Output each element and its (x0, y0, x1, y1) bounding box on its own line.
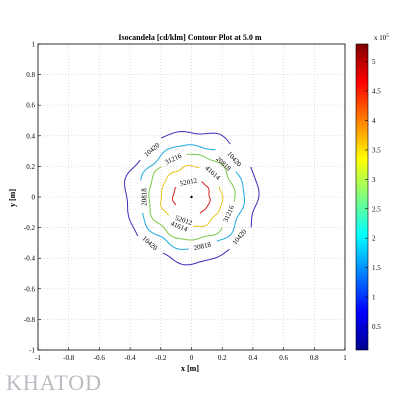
contour-lines (123, 130, 260, 266)
y-tick-label: 0.2 (26, 163, 35, 171)
y-tick-label: -0.2 (24, 224, 36, 232)
x-tick-label: -0.4 (125, 354, 137, 362)
contour-line-52012 (171, 181, 211, 214)
khatod-logo: KHATOD (6, 370, 103, 395)
x-tick-label: 0.4 (249, 354, 258, 362)
contour-label: 20818 (140, 188, 148, 206)
colorbar-tick-label: 3 (372, 176, 376, 184)
colorbar-tick-label: 2 (372, 235, 376, 243)
y-tick-label: 0.4 (26, 132, 35, 140)
x-ticks: -1 -0.8 -0.6 -0.4 -0.2 0 0.2 0.4 0.6 0.8 1 (35, 347, 347, 362)
y-tick-label: -0.4 (24, 255, 36, 263)
colorbar-tick-label: 4.5 (372, 88, 381, 96)
contour-label: 10420 (143, 141, 162, 159)
contour-label: 10420 (141, 234, 160, 252)
colorbar-tick-label: 3.5 (372, 146, 381, 154)
colorbar-tick-label: 1 (372, 294, 376, 302)
contour-line-20818 (140, 144, 246, 250)
x-axis-label: x [m] (181, 364, 199, 373)
colorbar-tick-label: 1.5 (372, 264, 381, 272)
y-tick-label: 0 (32, 194, 36, 202)
contour-line-41614 (159, 165, 224, 228)
colorbar-tick-label: 2.5 (372, 205, 381, 213)
x-tick-label: -0.2 (155, 354, 167, 362)
x-tick-label: -1 (35, 354, 41, 362)
y-tick-label: -0.8 (24, 316, 36, 324)
x-tick-label: 0.6 (279, 354, 288, 362)
colorbar-exponent: 5 (386, 34, 389, 39)
contour-label: 52012 (179, 176, 198, 187)
x-tick-label: 1 (343, 354, 347, 362)
colorbar-tick-label: 4 (372, 117, 376, 125)
contour-line-31216 (148, 153, 236, 241)
colorbar-tick-label: 5 (372, 58, 376, 66)
y-ticks: -1 -0.8 -0.6 -0.4 -0.2 0 0.2 0.4 0.6 0.8 1 (24, 41, 41, 355)
chart-title: Isocandela [cd/klm] Contour Plot at 5.0 … (118, 33, 262, 42)
x-tick-label: -0.6 (94, 354, 106, 362)
contour-label: 20818 (193, 241, 212, 253)
contour-label: 31216 (164, 152, 184, 167)
x-tick-label: 0 (190, 354, 194, 362)
center-point (190, 195, 193, 199)
colorbar (355, 43, 369, 351)
colorbar-multiplier: x 105 (374, 34, 389, 42)
y-tick-label: 0.6 (26, 102, 35, 110)
contour-label: 31216 (222, 204, 237, 224)
y-axis-label: y [m] (8, 189, 17, 207)
y-tick-label: 1 (32, 41, 36, 49)
y-tick-label: -0.6 (24, 285, 36, 293)
contour-label: 41614 (203, 164, 222, 182)
x-tick-label: -0.8 (63, 354, 75, 362)
y-tick-label: -1 (29, 347, 35, 355)
y-tick-label: 0.8 (26, 71, 35, 79)
x-tick-label: 0.8 (310, 354, 319, 362)
contour-line-10420 (123, 130, 260, 266)
colorbar-tick-label: 0.5 (372, 323, 381, 331)
x-tick-label: 0.2 (218, 354, 227, 362)
colorbar-ticks: 0.5 1 1.5 2 2.5 3 3.5 4 4.5 5 (365, 58, 381, 331)
